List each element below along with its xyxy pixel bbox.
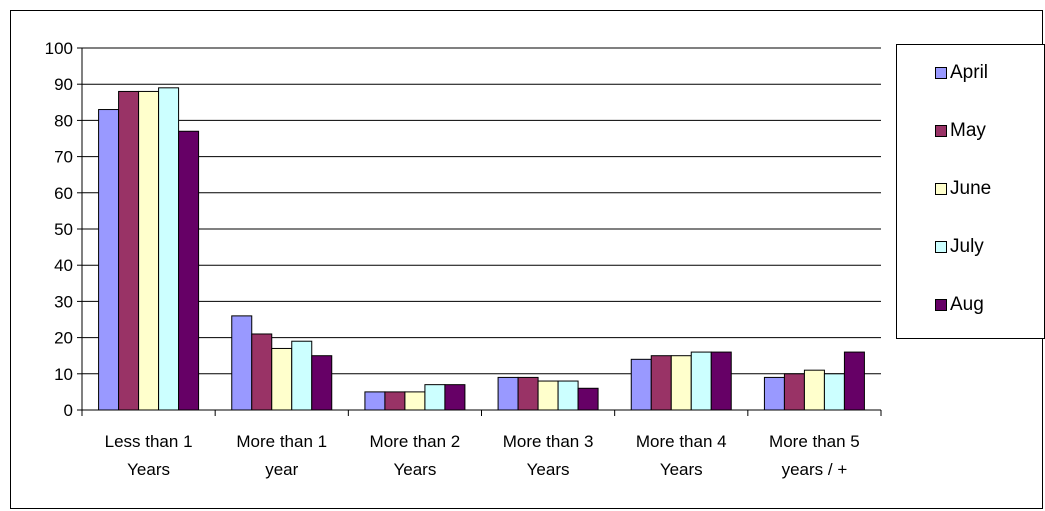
legend-label: June — [950, 178, 992, 199]
bar-may-1 — [251, 333, 273, 411]
legend-swatch — [935, 299, 947, 311]
y-tick-label: 70 — [54, 148, 73, 167]
bar-may-2 — [384, 391, 406, 411]
x-tick-label: Years — [127, 460, 170, 479]
legend: April May June July Aug — [896, 44, 1045, 339]
y-tick-label: 80 — [54, 111, 73, 130]
bar-may-4 — [650, 355, 672, 411]
bar-june-1 — [271, 347, 293, 411]
bar-july-4 — [690, 351, 712, 411]
bar-july-5 — [823, 373, 845, 411]
y-tick-label: 20 — [54, 329, 73, 348]
y-tick-label: 0 — [64, 401, 73, 420]
legend-label: Aug — [950, 294, 984, 315]
y-tick-label: 60 — [54, 184, 73, 203]
x-tick-label: Years — [527, 460, 570, 479]
bar-may-5 — [783, 373, 805, 411]
bar-june-3 — [537, 380, 559, 411]
legend-item-june: June — [935, 178, 991, 200]
bar-aug-1 — [311, 355, 333, 411]
x-tick-label: Years — [393, 460, 436, 479]
legend-label: April — [950, 62, 989, 83]
x-tick-label: Less than 1 — [105, 432, 193, 451]
bar-april-0 — [98, 109, 120, 411]
y-tick-label: 30 — [54, 292, 73, 311]
x-tick-label: More than 4 — [636, 432, 727, 451]
legend-label: July — [950, 236, 984, 257]
x-tick-label: years / + — [782, 460, 848, 479]
bar-july-1 — [291, 340, 313, 411]
bar-july-0 — [158, 87, 180, 411]
x-tick-label: More than 3 — [503, 432, 594, 451]
legend-item-aug: Aug — [935, 294, 984, 316]
x-tick-label: More than 5 — [769, 432, 860, 451]
bar-aug-3 — [577, 387, 599, 411]
bar-aug-4 — [710, 351, 732, 411]
bar-april-3 — [497, 376, 519, 411]
bar-may-0 — [118, 90, 140, 411]
y-tick-label: 50 — [54, 220, 73, 239]
y-tick-label: 100 — [45, 39, 73, 58]
bar-april-1 — [231, 315, 253, 411]
x-tick-label: More than 1 — [236, 432, 327, 451]
bar-april-4 — [630, 358, 652, 411]
legend-item-april: April — [935, 62, 988, 84]
y-tick-label: 10 — [54, 365, 73, 384]
x-tick-label: year — [265, 460, 298, 479]
y-tick-label: 90 — [54, 75, 73, 94]
legend-item-july: July — [935, 236, 984, 258]
bar-april-5 — [763, 376, 785, 411]
legend-item-may: May — [935, 120, 986, 142]
bar-aug-0 — [178, 130, 200, 411]
bar-may-3 — [517, 376, 539, 411]
bar-july-2 — [424, 384, 446, 411]
legend-swatch — [935, 241, 947, 253]
bar-june-2 — [404, 391, 426, 411]
legend-swatch — [935, 67, 947, 79]
bar-june-0 — [138, 90, 160, 411]
bar-april-2 — [364, 391, 386, 411]
legend-label: May — [950, 120, 986, 141]
x-tick-label: More than 2 — [370, 432, 461, 451]
legend-swatch — [935, 183, 947, 195]
bar-july-3 — [557, 380, 579, 411]
bar-june-5 — [803, 369, 825, 411]
y-tick-label: 40 — [54, 256, 73, 275]
bar-aug-5 — [843, 351, 865, 411]
bar-june-4 — [670, 355, 692, 411]
legend-swatch — [935, 125, 947, 137]
bar-aug-2 — [444, 384, 466, 411]
x-tick-label: Years — [660, 460, 703, 479]
